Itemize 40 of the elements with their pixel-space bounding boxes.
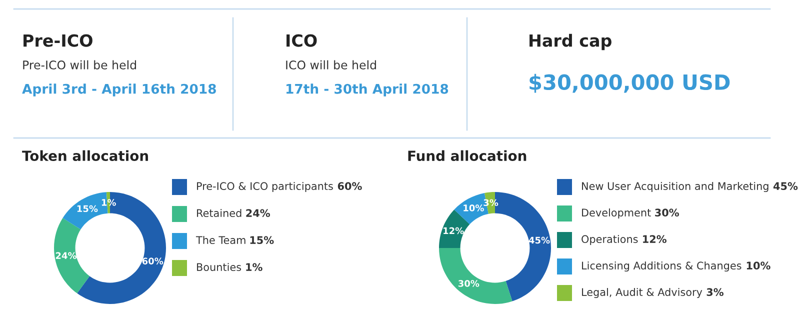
text: April 3rd - April 16th 2018	[22, 84, 216, 96]
legend-label: Bounties	[197, 262, 242, 272]
data-label: 12%	[444, 227, 464, 234]
text: 15%	[250, 236, 274, 244]
data-label: 45%	[528, 236, 550, 244]
text: 3%	[706, 288, 724, 296]
text: ICO	[286, 34, 317, 47]
chart-title: Token allocation	[22, 150, 148, 162]
text: 10%	[746, 262, 770, 270]
donut-slice	[54, 218, 90, 294]
donut-slice	[77, 192, 166, 304]
data-label: 24%	[56, 252, 77, 260]
chart-title: Fund allocation	[408, 150, 526, 162]
text: Pre-ICO will be held	[23, 60, 136, 70]
data-label: 30%	[458, 280, 480, 287]
text: Hard cap	[530, 34, 612, 50]
text: 24%	[246, 209, 270, 218]
legend-label: Legal, Audit & Advisory	[582, 288, 702, 298]
text: Pre-ICO	[24, 34, 92, 47]
legend-label: Development	[582, 208, 651, 219]
legend-label: Retained	[197, 208, 242, 218]
data-label: 1%	[102, 199, 116, 206]
text: 30%	[655, 208, 679, 217]
text: ICO will be held	[286, 60, 376, 70]
text: 60%	[338, 182, 362, 190]
legend-label: Pre-ICO & ICO participants	[197, 182, 333, 192]
legend-label: Licensing Additions & Changes	[582, 261, 742, 272]
text: 45%	[773, 182, 798, 190]
text: 1%	[246, 263, 262, 272]
text: 12%	[643, 235, 666, 244]
text: 17th - 30th April 2018	[286, 84, 448, 96]
text: $30,000,000 USD	[530, 74, 730, 93]
legend-label: The Team	[196, 236, 246, 244]
data-label: 60%	[142, 258, 164, 264]
donut-slice	[439, 248, 512, 304]
data-label: 15%	[77, 205, 98, 212]
data-label: 10%	[464, 204, 484, 212]
legend-label: New User Acquisition and Marketing	[582, 182, 768, 192]
legend-label: Operations	[582, 234, 638, 246]
donut-slice	[439, 210, 470, 248]
